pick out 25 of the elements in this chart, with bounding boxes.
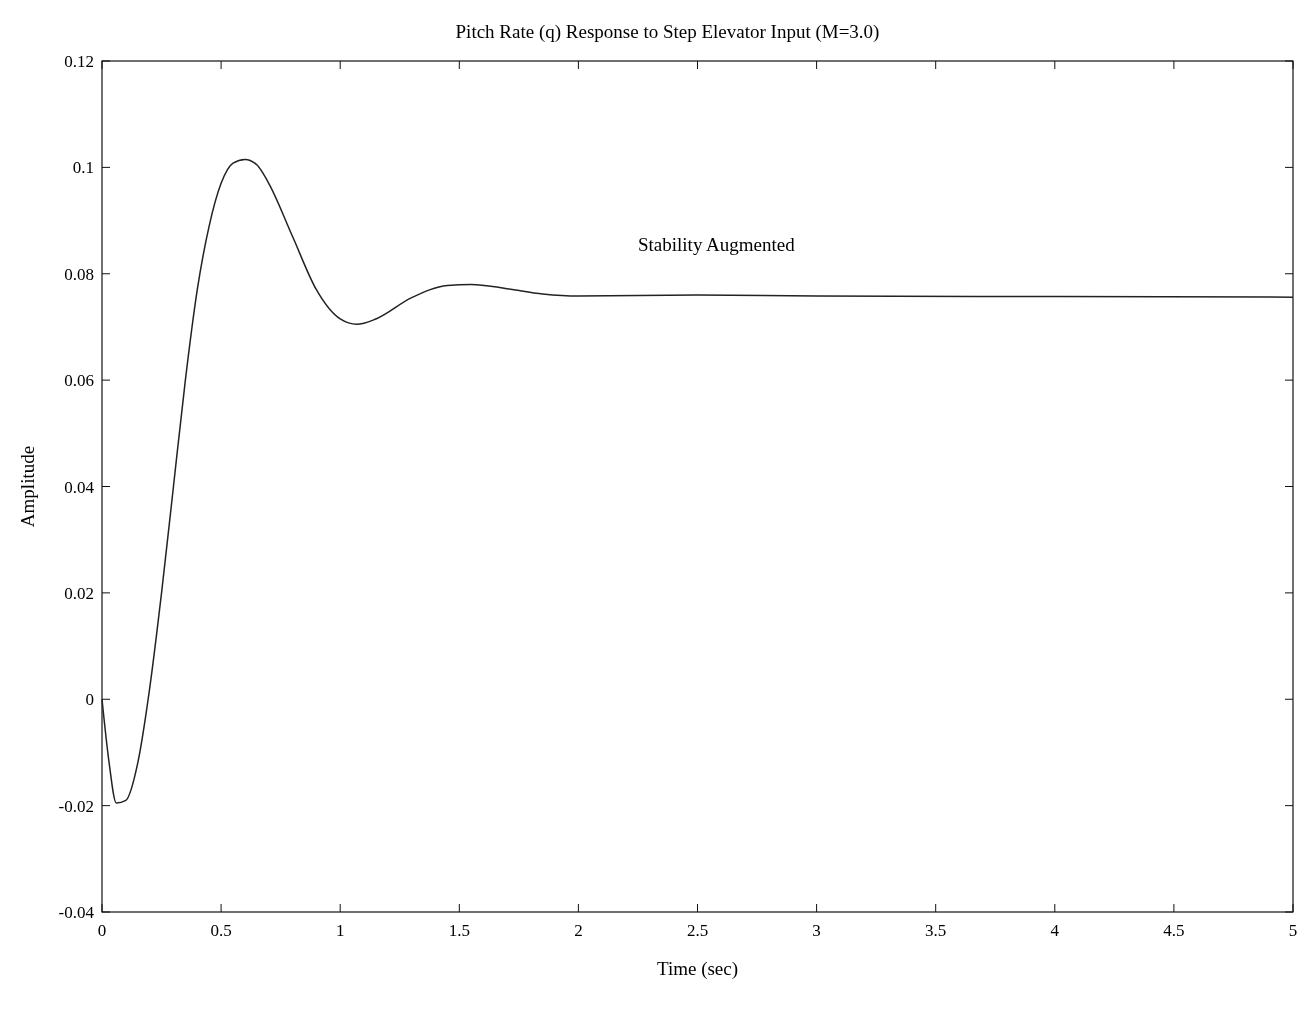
y-tick-label: -0.02 bbox=[58, 796, 94, 816]
y-tick-label: 0.02 bbox=[64, 583, 94, 603]
x-tick-label: 1.5 bbox=[448, 921, 470, 940]
x-tick-label: 4.5 bbox=[1163, 921, 1185, 940]
line-series bbox=[101, 158, 1294, 804]
x-tick-label: 3.5 bbox=[925, 921, 947, 940]
y-tick-label: -0.04 bbox=[58, 903, 95, 922]
x-tick-label: 5 bbox=[1288, 921, 1298, 940]
x-axis-title: Time (sec) bbox=[656, 958, 739, 980]
y-tick-label: 0.1 bbox=[72, 158, 94, 178]
x-tick-label: 2 bbox=[574, 921, 583, 940]
x-tick-label: 2.5 bbox=[686, 921, 709, 940]
y-tick-label: 0.06 bbox=[64, 371, 94, 391]
x-tick-label: 3 bbox=[812, 921, 821, 940]
chart-title: Pitch Rate (q) Response to Step Elevator Input (M=3.0) bbox=[455, 21, 880, 43]
x-tick-label: 0 bbox=[97, 921, 107, 940]
y-tick-label: 0.12 bbox=[64, 52, 94, 71]
y-tick-label: 0.04 bbox=[64, 477, 95, 497]
x-tick-label: 1 bbox=[335, 921, 345, 940]
annotation: Stability Augmented bbox=[638, 234, 796, 255]
x-tick-label: 0.5 bbox=[210, 921, 232, 940]
y-axis-title: Amplitude bbox=[17, 445, 38, 528]
y-tick-label: 0 bbox=[85, 690, 94, 710]
x-tick-label: 4 bbox=[1050, 921, 1060, 940]
y-tick-label: 0.08 bbox=[64, 264, 94, 284]
